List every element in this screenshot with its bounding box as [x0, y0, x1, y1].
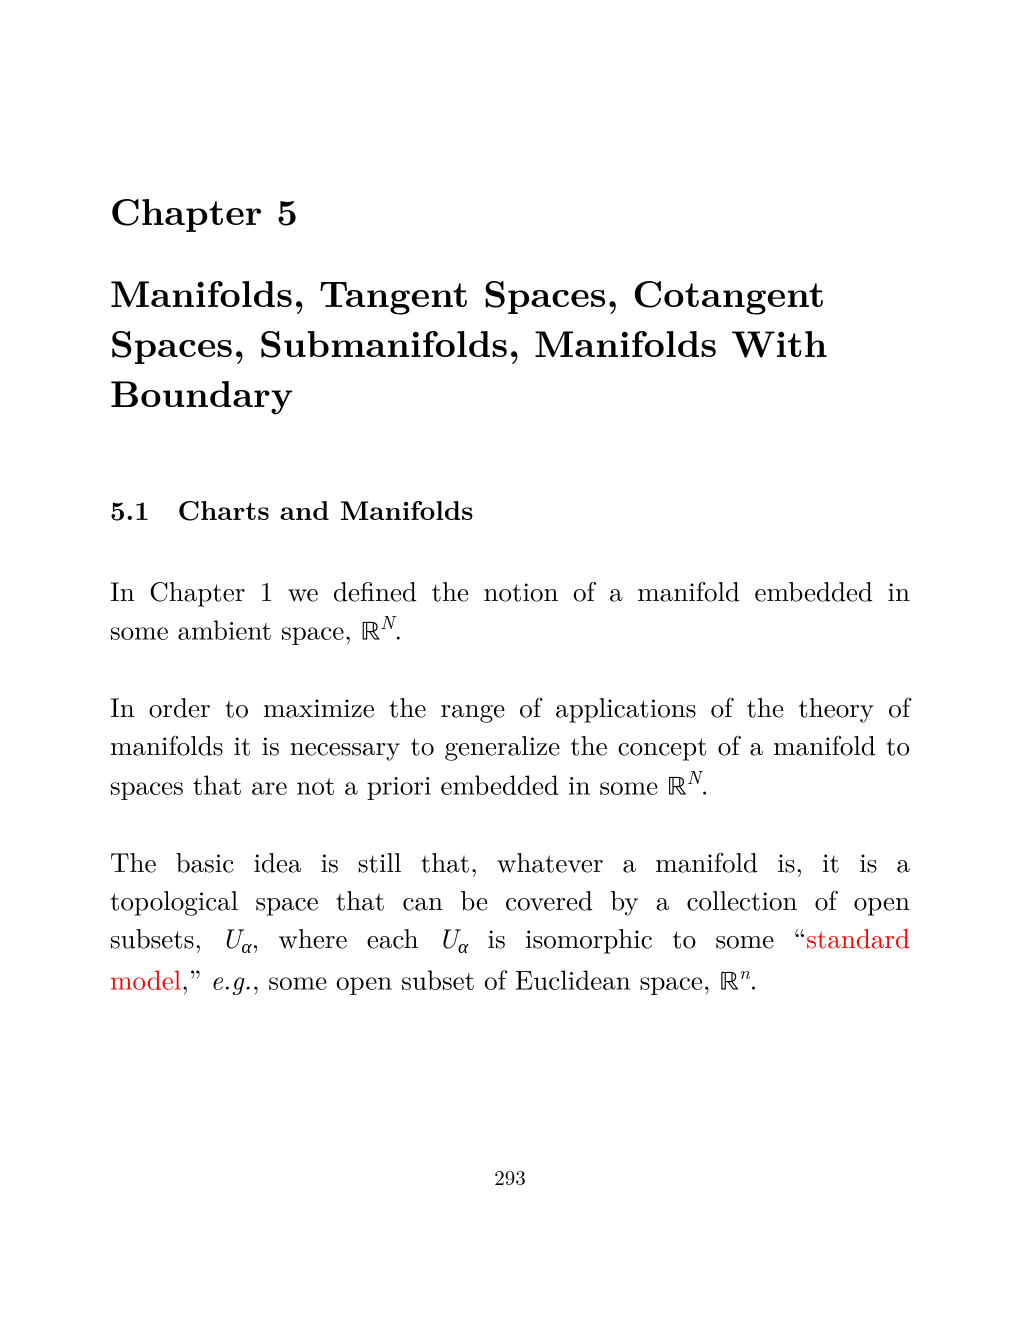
section-heading: 5.1 Charts and Manifolds [110, 489, 910, 528]
symbol-R-3: ℝ [719, 969, 739, 996]
symbol-R-2: ℝ [667, 774, 687, 801]
chapter-title: Manifolds, Tangent Spaces, Cotangent Spa… [110, 267, 910, 417]
page-container: Chapter 5 Manifolds, Tangent Spaces, Cot… [0, 0, 1020, 1320]
p3-text-b: , where each [252, 918, 438, 956]
paragraph-1: In Chapter 1 we defined the notion of a … [110, 572, 910, 653]
p1-text-a: In Chapter 1 we defined the notion of a … [110, 571, 910, 648]
symbol-R-1: ℝ [361, 620, 381, 647]
section-title: Charts and Manifolds [178, 489, 474, 528]
chapter-label: Chapter 5 [110, 190, 910, 231]
symbol-U-2: U [438, 918, 458, 956]
p3-text-d: ,” [181, 959, 210, 997]
p3-text-c: is isomorphic to some “ [468, 918, 806, 956]
p3-text-e: , some open subset of Euclidean space, [252, 959, 719, 997]
paragraph-3: The basic idea is still that, whatever a… [110, 843, 910, 1002]
p2-text-b: . [701, 764, 709, 802]
page-number: 293 [0, 1162, 1020, 1192]
superscript-N-1: N [380, 609, 394, 635]
eg-italic: e.g. [211, 959, 252, 997]
symbol-U-1: U [221, 918, 241, 956]
paragraph-2: In order to maximize the range of applic… [110, 688, 910, 807]
section-number: 5.1 [110, 489, 150, 528]
superscript-N-2: N [687, 764, 701, 790]
superscript-n: n [739, 959, 750, 985]
p1-text-b: . [394, 610, 402, 648]
subscript-alpha-1: α [241, 931, 251, 959]
p2-text-a: In order to maximize the range of applic… [110, 687, 910, 802]
p3-text-f: . [750, 959, 758, 997]
subscript-alpha-2: α [458, 931, 468, 959]
